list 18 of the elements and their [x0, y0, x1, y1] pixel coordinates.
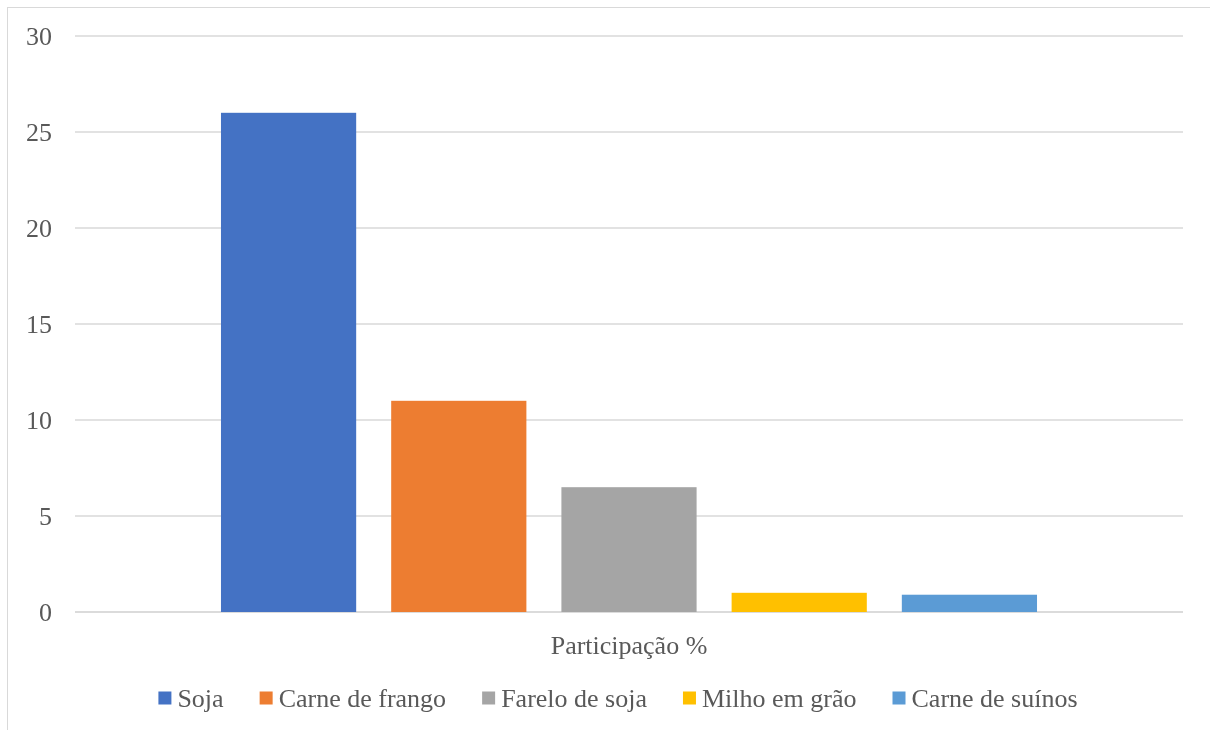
y-tick-label: 30 [26, 22, 52, 52]
legend-label: Milho em grão [701, 684, 857, 714]
bar [391, 400, 527, 612]
bar [220, 112, 357, 612]
y-tick-label: 15 [26, 310, 52, 340]
x-tick-label: Participação % [550, 631, 708, 661]
bar [731, 592, 867, 612]
bar [561, 487, 697, 612]
y-tick-label: 10 [26, 406, 52, 436]
legend-label: Carne de suínos [911, 684, 1078, 714]
y-tick-label: 0 [39, 598, 52, 628]
legend-label: Carne de frango [278, 684, 447, 714]
legend-label: Soja [177, 684, 225, 714]
y-tick-label: 20 [26, 214, 52, 244]
legend-label: Farelo de soja [501, 684, 648, 714]
y-tick-label: 25 [26, 118, 52, 148]
y-tick-label: 5 [39, 502, 52, 532]
bar [901, 594, 1038, 612]
